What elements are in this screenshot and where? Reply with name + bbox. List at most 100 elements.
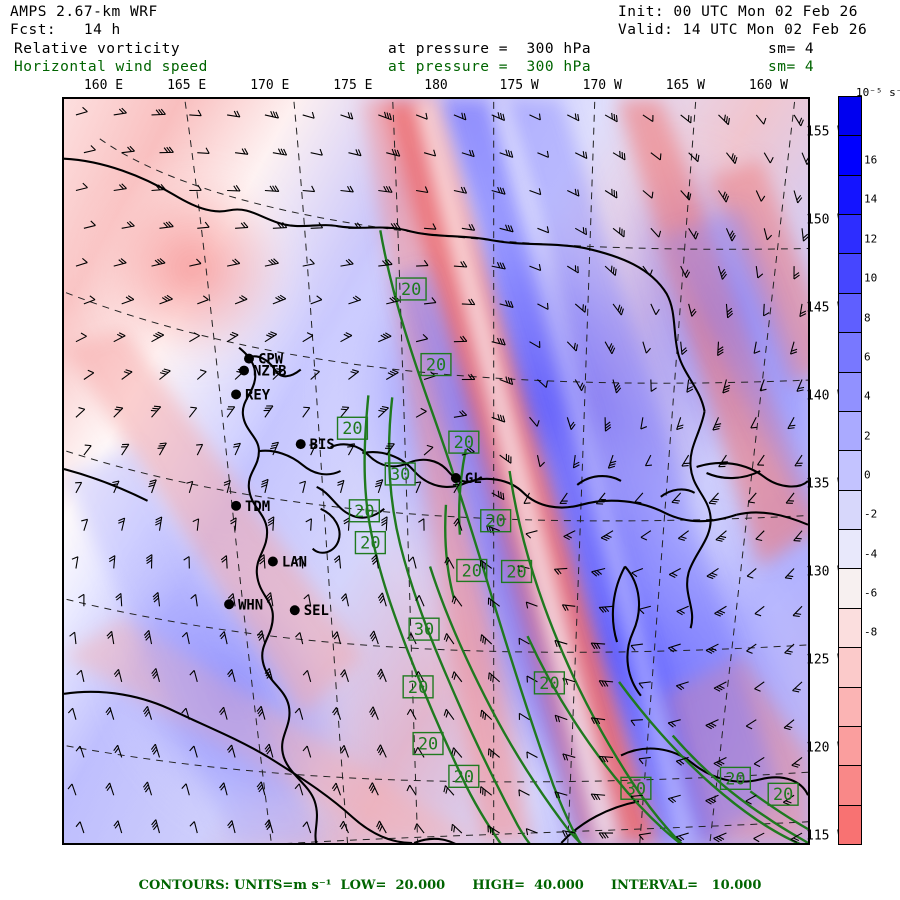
- smoothing-vorticity: sm= 4: [768, 41, 815, 57]
- colorbar-swatch: [838, 214, 862, 255]
- latitude-tick-label: 150 W: [806, 212, 846, 228]
- contour-label-box: [480, 509, 512, 533]
- colorbar-tick: 14: [864, 192, 878, 206]
- latitude-tick-label: 130 W: [806, 564, 846, 580]
- station-dot: [231, 389, 242, 400]
- colorbar-swatch: [838, 568, 862, 609]
- longitude-axis: 160 E 165 E 170 E 175 E 180 175 W 170 W 165 W 16…: [62, 78, 810, 96]
- colorbar-tick: 8: [864, 311, 871, 325]
- longitude-tick-label: 160 W: [748, 78, 789, 93]
- contour-label-value: 20: [454, 766, 474, 786]
- station-dot: [239, 365, 250, 376]
- colorbar-swatch: [838, 647, 862, 688]
- contour-label-box: [354, 530, 386, 555]
- station-label: TDM: [245, 499, 270, 515]
- colorbar-tick: 2: [864, 429, 871, 443]
- map-panel[interactable]: CPW NZTB REY BIS TDM LAN WHN SEL GL 20 20 20 20 30 20…: [62, 97, 810, 845]
- colorbar-swatch: [838, 529, 862, 570]
- longitude-tick-label: 170 W: [582, 78, 622, 93]
- contour-label-value: 20: [486, 511, 506, 531]
- colorbar-tick: 6: [864, 350, 871, 364]
- contour-label-box: [448, 430, 480, 454]
- contour-label-value: 20: [354, 501, 374, 521]
- colorbar-tick: 4: [864, 389, 871, 403]
- contour-label-value: 30: [414, 619, 434, 639]
- contour-label-value: 20: [506, 561, 526, 581]
- colorbar-tick: 12: [864, 232, 878, 246]
- longitude-tick-label: 180: [424, 78, 448, 93]
- contour-label-box: [456, 558, 488, 583]
- colorbar-swatch: [838, 804, 862, 845]
- contour-label-box: [767, 782, 799, 806]
- contour-label-box: [336, 416, 369, 440]
- station-dot: [289, 605, 300, 616]
- contour-label-value: 20: [454, 432, 474, 452]
- windspeed-contours: [363, 230, 808, 843]
- station-label: NZTB: [253, 364, 287, 380]
- contour-label-value: 20: [773, 784, 793, 804]
- colorbar-tick: 0: [864, 468, 871, 482]
- contour-label-value: 20: [539, 673, 559, 693]
- contour-label-box: [448, 764, 480, 788]
- contour-label-box: [719, 766, 752, 790]
- colorbar-swatch: [838, 489, 862, 531]
- contour-label-box: [348, 499, 381, 523]
- latitude-tick-label: 145 W: [806, 300, 846, 316]
- latitude-tick-label: 140 W: [806, 388, 846, 404]
- latitude-tick-label: 135 W: [806, 476, 846, 492]
- colorbar-swatch: [838, 371, 862, 412]
- station-dot: [244, 353, 254, 364]
- station-dot: [450, 472, 461, 483]
- contour-label-value: 20: [426, 355, 446, 375]
- station-label: LAN: [282, 554, 307, 570]
- colorbar-swatch: [838, 135, 862, 176]
- contour-label-value: 20: [462, 560, 482, 580]
- station-label: REY: [245, 387, 271, 403]
- valid-time-label: Valid: 14 UTC Mon 02 Feb 26: [618, 22, 868, 38]
- station-label: CPW: [258, 352, 284, 368]
- latitude-tick-label: 155 W: [806, 124, 846, 140]
- contour-label-value: 30: [626, 778, 646, 798]
- station-label: BIS: [310, 437, 335, 453]
- forecast-hour-label: Fcst: 14 h: [10, 22, 121, 38]
- colorbar-units-label: 10⁻⁵ s⁻¹: [856, 86, 900, 99]
- contour-label-value: 20: [342, 418, 362, 438]
- longitude-tick-label: 165 W: [665, 78, 705, 93]
- contour-label-value: 20: [401, 279, 421, 299]
- colorbar-swatch: [838, 96, 862, 137]
- model-title: AMPS 2.67-km WRF: [10, 4, 158, 20]
- field-label-vorticity: Relative vorticity: [14, 41, 181, 57]
- colorbar-tick: 16: [864, 153, 878, 167]
- contour-label-value: 20: [725, 768, 745, 788]
- colorbar[interactable]: [838, 96, 862, 845]
- longitude-tick-label: 170 E: [250, 78, 290, 93]
- colorbar-swatch: [838, 174, 862, 216]
- latitude-axis: 155 W 150 W 145 W 140 W 135 W 130 W 125 W 120 W…: [806, 97, 866, 857]
- colorbar-swatch: [838, 292, 862, 334]
- colorbar-tick: -8: [864, 625, 878, 639]
- colorbar-tick: -6: [864, 586, 878, 600]
- colorbar-tick: -2: [864, 507, 878, 521]
- field-label-windspeed: Horizontal wind speed: [14, 59, 208, 75]
- station-label: GL: [465, 471, 482, 487]
- station-dot: [267, 556, 278, 567]
- init-time-label: Init: 00 UTC Mon 02 Feb 26: [618, 4, 858, 20]
- colorbar-swatch: [838, 332, 862, 373]
- contour-label-box: [533, 671, 566, 695]
- colorbar-swatch: [838, 686, 862, 727]
- latitude-tick-label: 115 W: [806, 828, 846, 844]
- coastline: [64, 157, 808, 843]
- graticule: [64, 99, 808, 843]
- vorticity-field: [64, 99, 808, 843]
- station-dot: [295, 439, 306, 450]
- contour-label-value: 20: [360, 533, 380, 553]
- longitude-tick-label: 175 E: [333, 78, 373, 93]
- contour-label-box: [620, 776, 652, 800]
- contour-labels: 20 20 20 20 30 20 20 20 20 20 30 20 20 20 20 30 20 20: [336, 277, 799, 806]
- station-dot: [231, 500, 242, 511]
- colorbar-swatch: [838, 725, 862, 767]
- smoothing-windspeed: sm= 4: [768, 59, 815, 75]
- colorbar-swatch: [838, 607, 862, 649]
- pressure-level-vorticity: at pressure = 300 hPa: [388, 41, 592, 57]
